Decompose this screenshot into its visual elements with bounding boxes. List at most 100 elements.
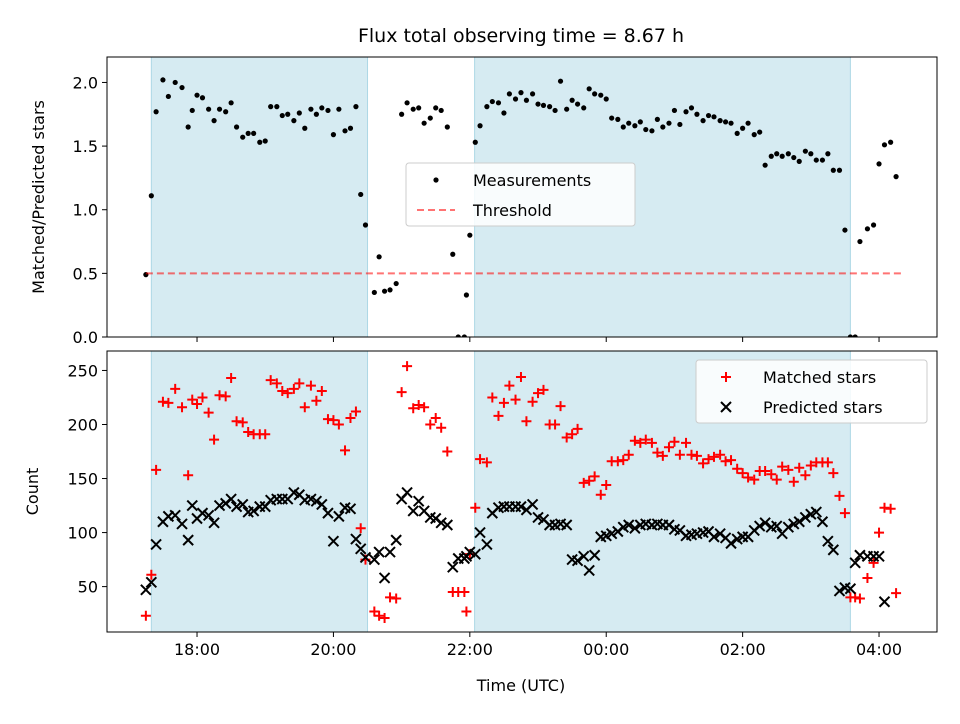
predicted-stars-point: [782, 521, 795, 533]
measurement-point: [353, 104, 359, 110]
matched-stars-point: [328, 415, 339, 426]
predicted-stars-point: [327, 535, 340, 547]
axes-frame: [106, 56, 938, 338]
matched-stars-point: [681, 437, 692, 448]
chart-title: Flux total observing time = 8.67 h: [358, 25, 684, 47]
measurement-point: [774, 151, 780, 157]
predicted-stars-series: [140, 486, 891, 608]
predicted-stars-point: [605, 527, 618, 540]
predicted-stars-point: [822, 535, 834, 547]
predicted-stars-point: [771, 520, 783, 532]
measurement-point: [347, 125, 354, 131]
predicted-stars-point: [182, 534, 194, 546]
matched-stars-point: [834, 490, 845, 501]
measurement-point: [506, 91, 512, 97]
measurement-point: [671, 107, 678, 114]
matched-stars-point: [333, 419, 344, 430]
predicted-stars-point: [816, 516, 829, 528]
predicted-stars-point: [560, 519, 573, 531]
measurement-point: [194, 92, 200, 98]
matched-stars-point: [533, 388, 544, 399]
predicted-stars-point: [373, 546, 385, 558]
measurement-point: [785, 151, 791, 157]
measurement-point: [245, 130, 251, 136]
measurement-point: [381, 288, 388, 294]
predicted-stars-point: [849, 557, 861, 569]
predicted-stars-point: [588, 549, 601, 561]
y-tick-label: 0.0: [73, 328, 98, 347]
matched-stars-point: [487, 392, 498, 403]
y-tick-label: 50: [78, 578, 98, 597]
predicted-stars-point: [793, 516, 805, 528]
predicted-stars-point: [708, 531, 720, 543]
measurement-point: [711, 114, 717, 120]
matched-stars-point: [402, 361, 413, 372]
measurement-point: [626, 120, 632, 126]
measurement-point: [477, 123, 483, 129]
legend-label: Measurements: [473, 171, 591, 190]
matched-stars-point: [589, 471, 600, 482]
predicted-stars-point: [407, 505, 419, 517]
matched-stars-point: [885, 503, 896, 514]
measurement-point: [751, 132, 757, 138]
matched-stars-point: [567, 429, 578, 440]
measurement-point: [529, 91, 536, 97]
predicted-stars-point: [571, 554, 584, 567]
legend-dot-marker: [433, 177, 439, 183]
measurement-point: [512, 96, 519, 102]
matched-stars-point: [183, 470, 194, 481]
measurement-point: [330, 132, 337, 138]
predicted-stars-point: [237, 498, 249, 511]
predicted-stars-point: [378, 572, 391, 584]
predicted-stars-point: [196, 507, 209, 519]
predicted-stars-point: [145, 576, 158, 588]
matched-stars-point: [316, 385, 327, 396]
measurement-point: [240, 134, 246, 140]
matched-stars-point: [515, 371, 526, 382]
matched-stars-point: [203, 407, 214, 418]
x-tick-label: 20:00: [310, 640, 356, 659]
matched-stars-point: [430, 413, 441, 424]
measurement-point: [489, 98, 495, 105]
matched-stars-point: [572, 423, 583, 434]
top-panel: 0.0 0.5 1.0 1.5 2.0 Matched/Predicted stars Me…: [29, 0, 938, 347]
predicted-stars-point: [368, 553, 381, 566]
predicted-stars-point: [213, 499, 226, 512]
measurement-point: [802, 148, 808, 154]
y-tick-label: 0.5: [73, 264, 98, 283]
predicted-stars-point: [447, 561, 459, 573]
measurement-point: [211, 118, 217, 124]
measurement-point: [654, 116, 660, 122]
y-tick-label: 250: [67, 361, 98, 380]
matched-stars-point: [623, 449, 634, 460]
predicted-stars-point: [833, 585, 846, 597]
measurement-point: [666, 120, 672, 126]
predicted-stars-point: [359, 551, 372, 564]
measurement-point: [438, 107, 444, 114]
measurement-point: [615, 116, 621, 122]
measurement-point: [888, 139, 894, 145]
matched-stars-point: [743, 472, 754, 483]
measurement-point: [179, 84, 185, 91]
measurement-point: [586, 86, 592, 92]
measurement-point: [302, 125, 308, 131]
legend-plus-marker: [721, 372, 731, 382]
predicted-stars-point: [202, 509, 215, 521]
matched-stars-point: [657, 450, 668, 461]
measurement-point: [762, 162, 768, 168]
measurement-point: [757, 129, 763, 135]
x-tick-label: 22:00: [447, 640, 493, 659]
measurement-point: [830, 167, 836, 173]
matched-stars-point: [828, 468, 839, 479]
legend-label: Threshold: [472, 201, 552, 220]
measurement-point: [185, 124, 191, 130]
predicted-stars-point: [169, 509, 181, 521]
matched-stars-point: [214, 390, 225, 401]
matched-stars-point: [760, 465, 771, 476]
matched-stars-point: [737, 468, 748, 479]
matched-stars-point: [157, 396, 168, 407]
measurement-point: [899, 0, 904, 3]
predicted-stars-point: [390, 534, 402, 546]
measurement-point: [325, 107, 331, 114]
matched-stars-point: [345, 413, 356, 424]
